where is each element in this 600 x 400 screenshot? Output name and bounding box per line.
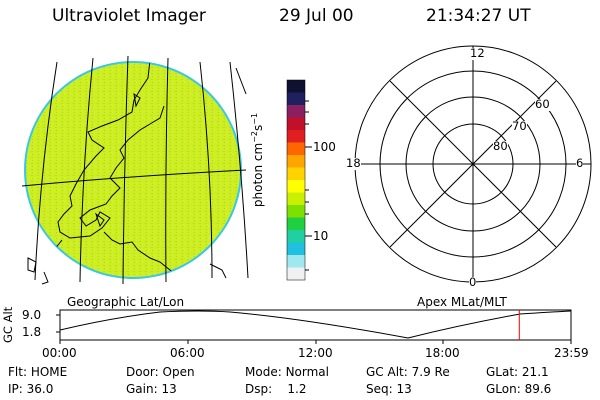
status-gain-value: 13 xyxy=(161,382,177,396)
colorbar-swatch xyxy=(287,130,305,143)
status-glon: GLon: 89.6 xyxy=(486,382,552,396)
status-ip: IP: 36.0 xyxy=(8,382,54,396)
status-door: Door: Open xyxy=(126,365,195,379)
colorbar-swatch xyxy=(287,142,305,156)
colorbar-swatch xyxy=(287,117,305,131)
colorbar-swatches xyxy=(287,80,305,281)
mlat-label-70: 70 xyxy=(512,119,527,133)
colorbar-swatch xyxy=(287,80,305,93)
mlat-label-60: 60 xyxy=(535,97,550,111)
status-dsp-value: 1.2 xyxy=(287,382,307,396)
geo-map-label: Geographic Lat/Lon xyxy=(67,295,185,309)
colorbar-swatch xyxy=(287,92,305,106)
timeline-xtick-1800: 18:00 xyxy=(425,346,460,360)
status-mode-value: Normal xyxy=(285,365,329,379)
mlat-label-80: 80 xyxy=(493,139,508,153)
status-glat: GLat: 21.1 xyxy=(486,365,549,379)
status-flt-value: HOME xyxy=(30,365,68,379)
status-gcalt: GC Alt: 7.9 Re xyxy=(366,365,450,379)
colorbar-swatch xyxy=(287,105,305,118)
outer-coastlines xyxy=(27,257,227,285)
instrument-title: Ultraviolet Imager xyxy=(52,6,206,26)
mlt-label-18: 18 xyxy=(346,156,361,170)
status-gain: Gain: 13 xyxy=(126,382,177,396)
timeline-ytick-top: 9.0 xyxy=(22,308,42,322)
timeline-xtick-0600: 06:00 xyxy=(170,346,205,360)
status-gcalt-value: 7.9 Re xyxy=(411,365,450,379)
colorbar-swatch xyxy=(287,267,305,281)
altitude-curve xyxy=(59,310,572,339)
mlt-label-12: 12 xyxy=(470,46,485,60)
timeline-xtick-1200: 12:00 xyxy=(298,346,333,360)
observation-date: 29 Jul 00 xyxy=(279,6,354,26)
status-glon-value: 89.6 xyxy=(524,382,552,396)
uv-image-disk xyxy=(26,63,240,277)
colorbar-swatch xyxy=(287,255,305,268)
timeline-xtick-2359: 23:59 xyxy=(554,346,589,360)
status-mode: Mode: Normal xyxy=(245,365,329,379)
polar-plot-label: Apex MLat/MLT xyxy=(417,295,507,309)
colorbar-swatch xyxy=(287,205,305,218)
timeline-xtick-0000: 00:00 xyxy=(42,346,77,360)
colorbar-swatch xyxy=(287,155,305,168)
colorbar-swatch xyxy=(287,242,305,256)
colorbar-ticks xyxy=(305,100,312,271)
colorbar-swatch xyxy=(287,230,305,243)
timeline-ticks xyxy=(56,314,572,344)
observation-time: 21:34:27 UT xyxy=(426,6,531,26)
colorbar-tick-100: 100 xyxy=(313,140,336,154)
status-seq: Seq: 13 xyxy=(366,382,412,396)
status-seq-value: 13 xyxy=(396,382,412,396)
status-dsp: Dsp: 1.2 xyxy=(245,382,307,396)
mlt-label-0: 0 xyxy=(469,275,477,289)
colorbar-swatch xyxy=(287,192,305,206)
timeline-frame xyxy=(59,309,572,341)
timeline-ytick-bottom: 1.8 xyxy=(22,325,42,339)
mlt-label-6: 6 xyxy=(576,156,584,170)
colorbar-swatch xyxy=(287,217,305,231)
colorbar-tick-10: 10 xyxy=(313,229,329,243)
status-flt: Flt: HOME xyxy=(8,365,68,379)
status-glat-value: 21.1 xyxy=(521,365,549,379)
timeline-ylabel: GC Alt xyxy=(1,306,15,343)
colorbar-swatch xyxy=(287,167,305,181)
status-door-value: Open xyxy=(162,365,195,379)
colorbar-swatch xyxy=(287,180,305,193)
colorbar-frame xyxy=(286,79,306,281)
status-ip-value: 36.0 xyxy=(26,382,54,396)
